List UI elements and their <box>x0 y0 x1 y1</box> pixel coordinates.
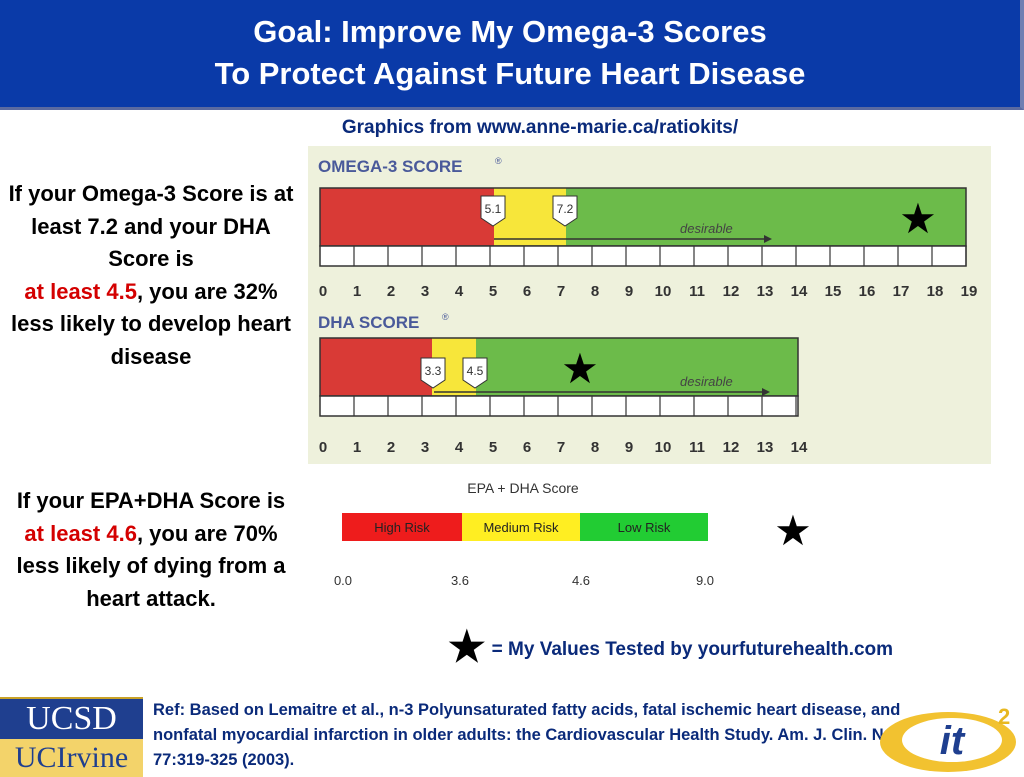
omega3-tick-label: 8 <box>591 283 599 300</box>
epa-tick-0-0: 0.0 <box>334 573 352 588</box>
omega3-tick-label: 6 <box>523 283 531 300</box>
omega3-tick-label: 10 <box>655 283 672 300</box>
omega3-tick-label: 4 <box>455 283 464 300</box>
epa-high-risk-zone <box>342 513 462 541</box>
star-legend: ★ = My Values Tested by yourfuturehealth.… <box>448 622 893 671</box>
source-credit: Graphics from www.anne-marie.ca/ratiokit… <box>341 117 739 138</box>
dha-scale-strip <box>319 395 799 417</box>
svg-text:7.2: 7.2 <box>557 202 574 216</box>
omega3-explanation: If your Omega-3 Score is at least 7.2 an… <box>8 181 294 369</box>
star-legend-text: = My Values Tested by yourfuturehealth.c… <box>491 639 894 660</box>
omega3-scale-cells <box>353 246 967 266</box>
dha-tick-label: 3 <box>421 439 429 456</box>
epa-low-risk-zone <box>580 513 708 541</box>
epa-medium-risk-zone <box>462 513 580 541</box>
dha-tick-labels: 0 1 2 3 4 5 6 7 8 9 10 11 12 13 14 <box>319 439 808 456</box>
epa-tick-3-6: 3.6 <box>451 573 469 588</box>
dha-tick-label: 6 <box>523 439 531 456</box>
title-line-2: To Protect Against Future Heart Disease <box>214 56 806 91</box>
dha-marker-3-3 <box>420 357 446 389</box>
omega3-tick-label: 12 <box>723 283 740 300</box>
omega3-marker-5-1 <box>480 195 506 227</box>
omega3-tick-label: 19 <box>961 283 978 300</box>
dha-green-zone <box>476 338 798 396</box>
dha-tick-label: 5 <box>489 439 497 456</box>
omega3-desirable-label: desirable <box>680 221 733 236</box>
epa-tick-4-6: 4.6 <box>572 573 590 588</box>
dha-tick-label: 13 <box>757 439 774 456</box>
dha-tick-label: 8 <box>591 439 599 456</box>
dha-tick-label: 9 <box>625 439 633 456</box>
omega3-tick-label: 9 <box>625 283 633 300</box>
dha-score-title: DHA SCORE <box>318 313 419 332</box>
dha-red-zone <box>320 338 432 396</box>
it2-logo: it 2 <box>880 704 1016 772</box>
dha-tick-label: 4 <box>455 439 464 456</box>
omega3-tick-label: 18 <box>927 283 944 300</box>
omega3-tick-label: 17 <box>893 283 910 300</box>
omega3-threshold-highlight: at least 4.5 <box>24 278 137 304</box>
svg-text:5.1: 5.1 <box>485 202 502 216</box>
it2-logo-sup: 2 <box>998 704 1010 729</box>
epa-tick-9-0: 9.0 <box>696 573 714 588</box>
dha-tick-label: 12 <box>723 439 740 456</box>
epa-high-risk-label: High Risk <box>374 520 430 535</box>
svg-text:3.3: 3.3 <box>425 364 442 378</box>
epa-dha-explanation: If your EPA+DHA Score is at least 4.6, y… <box>16 488 286 611</box>
dha-my-value-star: ★ <box>561 345 599 392</box>
dha-reg-mark: ® <box>442 312 449 322</box>
ucsd-logo: UCSD <box>0 697 143 739</box>
dha-tick-label: 11 <box>689 439 705 456</box>
omega3-tick-label: 16 <box>859 283 876 300</box>
omega3-tick-label: 5 <box>489 283 497 300</box>
dha-marker-4-5 <box>462 357 488 389</box>
omega3-tick-label: 3 <box>421 283 429 300</box>
svg-text:4.5: 4.5 <box>467 364 484 378</box>
epa-low-risk-label: Low Risk <box>618 520 671 535</box>
omega3-scale-strip <box>319 245 967 267</box>
epa-medium-risk-label: Medium Risk <box>483 520 559 535</box>
dha-tick-label: 10 <box>655 439 672 456</box>
omega3-my-value-star: ★ <box>899 195 937 242</box>
dha-desirable-label: desirable <box>680 374 733 389</box>
omega3-tick-label: 11 <box>689 283 705 300</box>
omega3-tick-label: 1 <box>353 283 361 300</box>
epa-dha-my-value-star: ★ <box>774 507 812 554</box>
omega3-tick-label: 14 <box>791 283 808 300</box>
dha-tick-label: 14 <box>791 439 808 456</box>
epa-dha-threshold-highlight: at least 4.6 <box>24 520 137 546</box>
dha-tick-label: 2 <box>387 439 395 456</box>
omega3-score-title: OMEGA-3 SCORE <box>318 157 463 176</box>
epa-dha-score-title: EPA + DHA Score <box>467 480 579 496</box>
dha-tick-label: 7 <box>557 439 565 456</box>
title-line-1: Goal: Improve My Omega-3 Scores <box>253 14 767 49</box>
omega3-tick-label: 2 <box>387 283 395 300</box>
omega3-red-zone <box>320 188 494 246</box>
title-banner: Goal: Improve My Omega-3 Scores To Prote… <box>0 0 1024 110</box>
it2-logo-text: it <box>940 719 966 763</box>
dha-tick-label: 1 <box>353 439 361 456</box>
reference-citation: Ref: Based on Lemaitre et al., n-3 Polyu… <box>153 701 910 769</box>
omega3-tick-label: 15 <box>825 283 842 300</box>
omega3-tick-label: 7 <box>557 283 565 300</box>
ucirvine-logo: UCIrvine <box>0 739 143 777</box>
dha-tick-label: 0 <box>319 439 327 456</box>
omega3-reg-mark: ® <box>495 156 502 166</box>
omega3-tick-label: 0 <box>319 283 327 300</box>
omega3-marker-7-2 <box>552 195 578 227</box>
omega3-tick-label: 13 <box>757 283 774 300</box>
star-icon: ★ <box>448 623 486 670</box>
dha-scale-cells <box>353 396 797 416</box>
omega3-tick-labels: 0 1 2 3 4 5 6 7 8 9 10 11 12 13 14 15 16 17 18 19 <box>319 283 978 300</box>
